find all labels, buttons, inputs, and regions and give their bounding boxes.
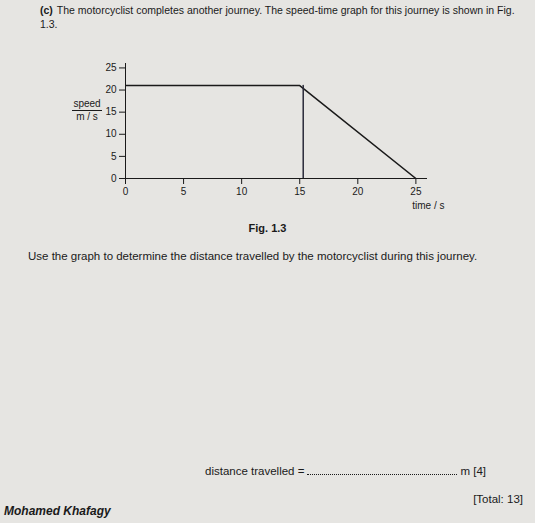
svg-text:25: 25 [105,62,117,73]
svg-text:0: 0 [123,186,129,197]
svg-text:15: 15 [294,186,306,197]
html-text:Use the graph to determine the: Use the graph to determine the distance … [28,250,478,262]
svg-text:20: 20 [352,186,364,197]
svg-text:25: 25 [410,186,422,197]
html-text:Fig. 1.3: Fig. 1.3 [248,222,287,234]
html-text:speed: speed [73,98,101,109]
svg-text:15: 15 [105,106,117,117]
svg-text:10: 10 [105,128,117,139]
html-text:(c) The motorcyclist completes: (c) The motorcyclist completes another j… [40,4,515,30]
svg-text:10: 10 [236,186,248,197]
svg-text:5: 5 [111,151,117,162]
svg-text:time / s: time / s [412,200,444,211]
html-text:m / s: m / s [76,111,98,122]
html-text:distance travelled =: distance travelled = [205,465,305,477]
html-text:Mohamed Khafagy: Mohamed Khafagy [4,504,111,518]
svg-text:20: 20 [105,84,117,95]
html-text:m [4]: m [4] [460,465,486,477]
svg-text:5: 5 [181,186,187,197]
html-text:[Total: 13]: [Total: 13] [473,493,523,505]
svg-text:0: 0 [111,173,117,184]
